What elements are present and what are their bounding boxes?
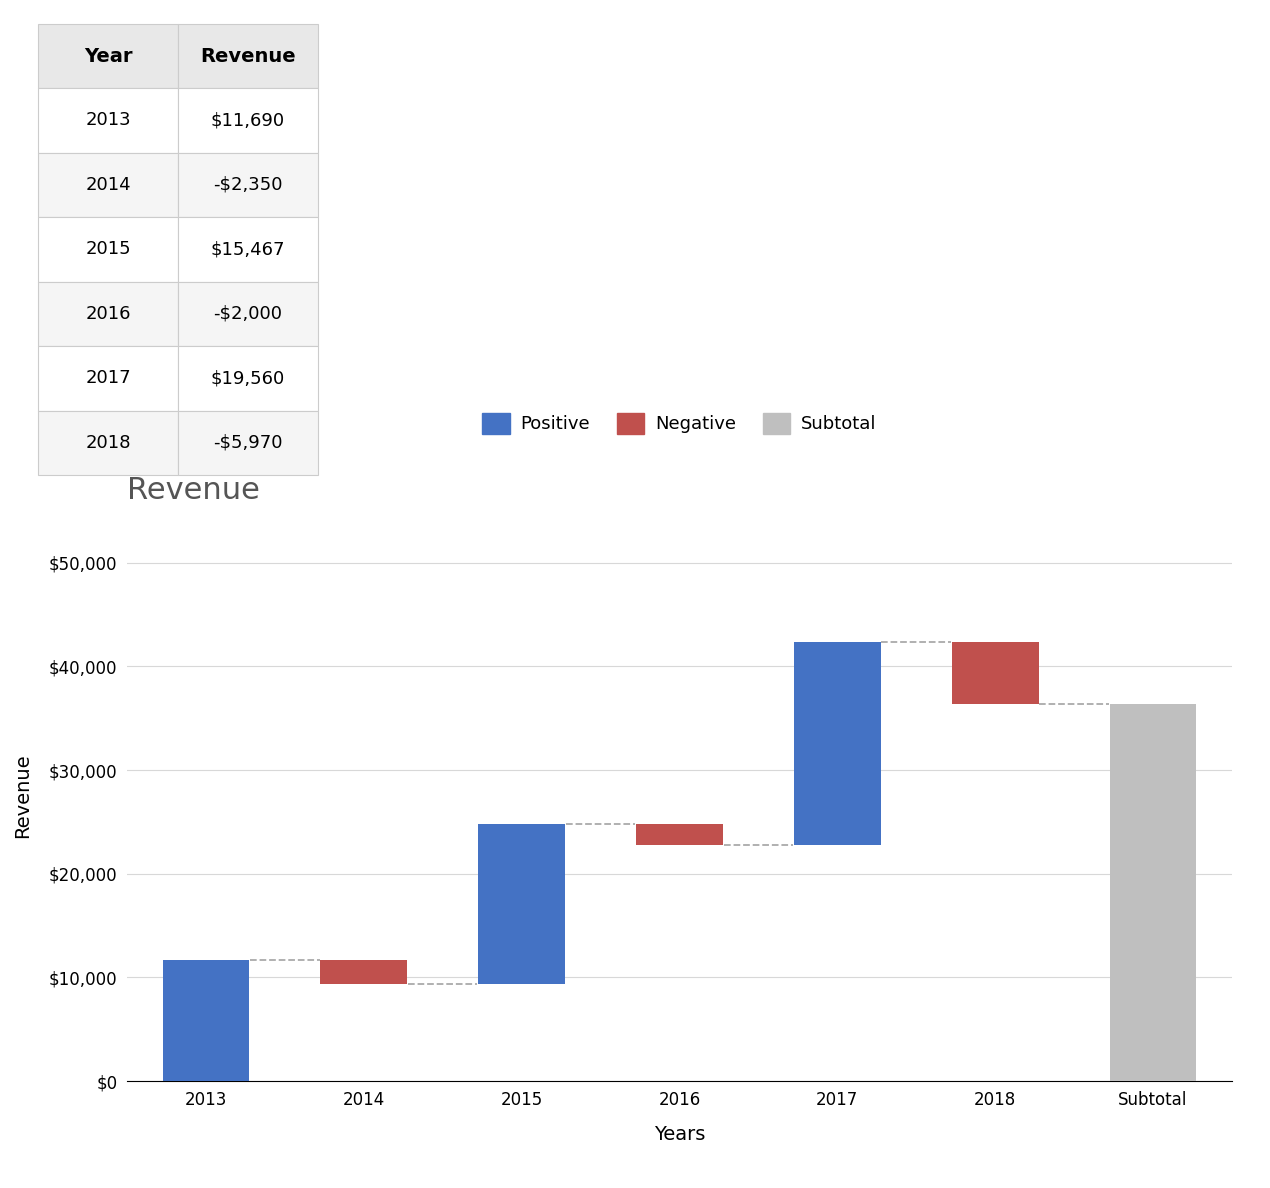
Y-axis label: Revenue: Revenue — [13, 753, 32, 839]
Bar — [479, 824, 565, 984]
Bar — [1110, 703, 1196, 1081]
X-axis label: Years: Years — [654, 1125, 705, 1144]
Bar — [951, 642, 1039, 703]
Bar — [794, 642, 880, 845]
Text: Revenue: Revenue — [127, 476, 260, 505]
Bar — [636, 824, 723, 845]
Bar — [163, 960, 249, 1081]
Bar — [320, 960, 408, 984]
Legend: Positive, Negative, Subtotal: Positive, Negative, Subtotal — [475, 406, 884, 441]
